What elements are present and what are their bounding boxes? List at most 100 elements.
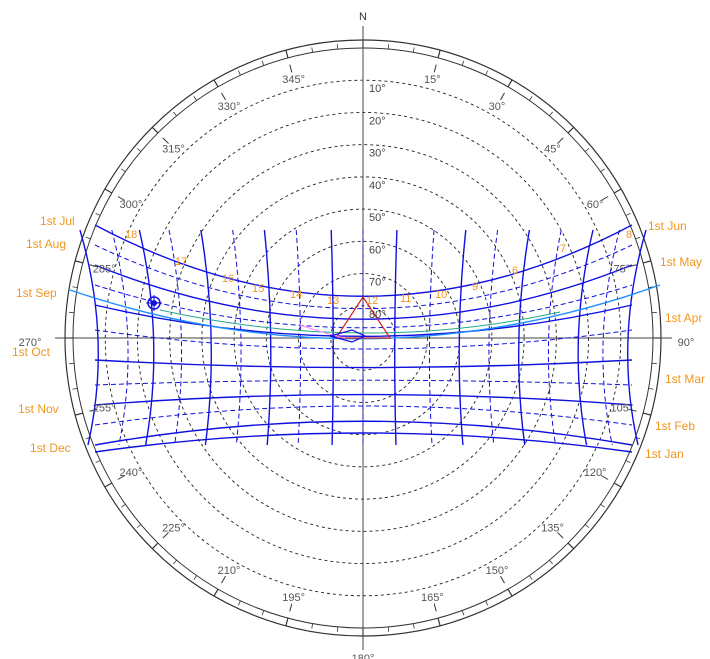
- hour-label: 14: [290, 289, 302, 301]
- azimuth-tick-inner: [162, 137, 169, 144]
- azimuth-tick: [529, 575, 533, 580]
- azimuth-tick-inner: [89, 408, 98, 412]
- azimuth-tick: [136, 524, 142, 528]
- azimuth-tick: [151, 542, 159, 550]
- hour-line: [458, 229, 467, 446]
- sun-marker-blue-path: [327, 329, 367, 343]
- azimuth-tick: [85, 236, 91, 240]
- sun-marker-pink-path: [299, 324, 346, 339]
- hour-line: [602, 229, 621, 446]
- azimuth-tick: [507, 588, 513, 597]
- north-label: N: [359, 11, 367, 23]
- altitude-label: 40°: [369, 180, 386, 192]
- azimuth-tick: [74, 412, 84, 416]
- azimuth-label: 300°: [120, 199, 143, 211]
- hour-label: 10: [435, 289, 447, 301]
- azimuth-tick-inner: [628, 408, 637, 412]
- azimuth-tick: [584, 524, 590, 528]
- azimuth-tick: [625, 460, 631, 464]
- hour-label: 7: [560, 243, 566, 255]
- azimuth-tick-inner: [557, 532, 564, 539]
- azimuth-tick: [625, 212, 631, 216]
- azimuth-tick: [485, 600, 489, 606]
- azimuth-tick: [261, 610, 265, 616]
- azimuth-tick-inner: [500, 575, 505, 584]
- altitude-label: 50°: [369, 212, 386, 224]
- azimuth-label: 75°: [614, 264, 631, 276]
- azimuth-labels: 15° 30° 45° 60° 75° 90° 105° 120° 135° 150° 165° 18…: [19, 74, 695, 659]
- sun-path-line: [94, 420, 633, 446]
- azimuth-tick-inner: [433, 603, 437, 612]
- azimuth-tick: [635, 236, 641, 240]
- hour-line: [232, 229, 242, 446]
- azimuth-tick: [461, 610, 465, 616]
- altitude-label: 70°: [369, 277, 386, 289]
- azimuth-tick: [600, 504, 605, 508]
- azimuth-tick: [104, 482, 113, 488]
- azimuth-tick: [151, 126, 159, 134]
- azimuth-tick: [104, 188, 113, 194]
- azimuth-label: 120°: [584, 467, 607, 479]
- current-day-path-secondary: [159, 309, 561, 334]
- azimuth-tick: [285, 49, 289, 59]
- azimuth-label: 60°: [587, 199, 604, 211]
- hour-line: [79, 229, 99, 446]
- hour-label: 9: [472, 281, 478, 293]
- azimuth-tick-inner: [433, 64, 437, 73]
- altitude-label: 30°: [369, 148, 386, 160]
- azimuth-tick: [529, 96, 533, 101]
- azimuth-label: 285°: [93, 264, 116, 276]
- azimuth-tick: [648, 387, 654, 390]
- azimuth-tick: [95, 212, 101, 216]
- azimuth-tick-inner: [162, 532, 169, 539]
- month-label: 1st Sep: [16, 286, 57, 300]
- month-label: 1st Nov: [18, 402, 59, 416]
- hour-label: 12: [366, 295, 378, 307]
- hour-line: [263, 229, 272, 446]
- azimuth-tick: [584, 148, 590, 152]
- azimuth-tick-inner: [89, 264, 98, 268]
- azimuth-tick: [613, 482, 622, 488]
- hour-line: [488, 229, 499, 446]
- azimuth-tick: [237, 70, 241, 76]
- hour-line: [547, 229, 562, 446]
- hour-lines: [79, 229, 647, 446]
- hour-line: [517, 229, 531, 446]
- azimuth-label: 195°: [282, 592, 305, 604]
- sun-path-line: [94, 244, 633, 310]
- azimuth-tick-inner: [600, 196, 609, 201]
- month-label: 1st Jul: [40, 214, 75, 228]
- azimuth-tick: [437, 617, 441, 627]
- azimuth-tick: [173, 559, 177, 565]
- azimuth-tick-inner: [557, 137, 564, 144]
- altitude-labels: 10° 20° 30° 40° 50° 60° 70° 80°: [369, 83, 386, 321]
- azimuth-tick: [642, 412, 652, 416]
- hour-line: [138, 229, 155, 446]
- hour-label: 8: [626, 229, 632, 241]
- hour-line: [428, 229, 435, 446]
- hour-line: [394, 229, 398, 446]
- sun-path-line: [94, 329, 633, 350]
- hour-line: [295, 229, 302, 446]
- azimuth-tick: [136, 148, 142, 152]
- hour-label: 16: [222, 273, 234, 285]
- month-labels: 1st Jul 1st Aug 1st Sep 1st Oct 1st Nov 1st D…: [12, 214, 705, 461]
- sun-marker-red-triangle: [334, 295, 392, 339]
- azimuth-tick: [311, 47, 314, 53]
- azimuth-label: 210°: [218, 565, 241, 577]
- azimuth-label: 165°: [421, 592, 444, 604]
- azimuth-tick: [95, 460, 101, 464]
- altitude-label: 60°: [369, 244, 386, 256]
- azimuth-tick: [213, 79, 219, 88]
- azimuth-tick-inner: [600, 475, 609, 480]
- azimuth-tick-inner: [500, 92, 505, 101]
- month-label: 1st Jun: [648, 219, 687, 233]
- hour-label: 18: [125, 229, 137, 241]
- month-label: 1st Aug: [26, 237, 66, 251]
- azimuth-tick: [485, 70, 489, 76]
- azimuth-tick: [549, 559, 553, 565]
- azimuth-tick: [121, 168, 126, 172]
- azimuth-tick: [72, 387, 78, 390]
- azimuth-tick-inner: [221, 575, 226, 584]
- azimuth-label: 240°: [120, 467, 143, 479]
